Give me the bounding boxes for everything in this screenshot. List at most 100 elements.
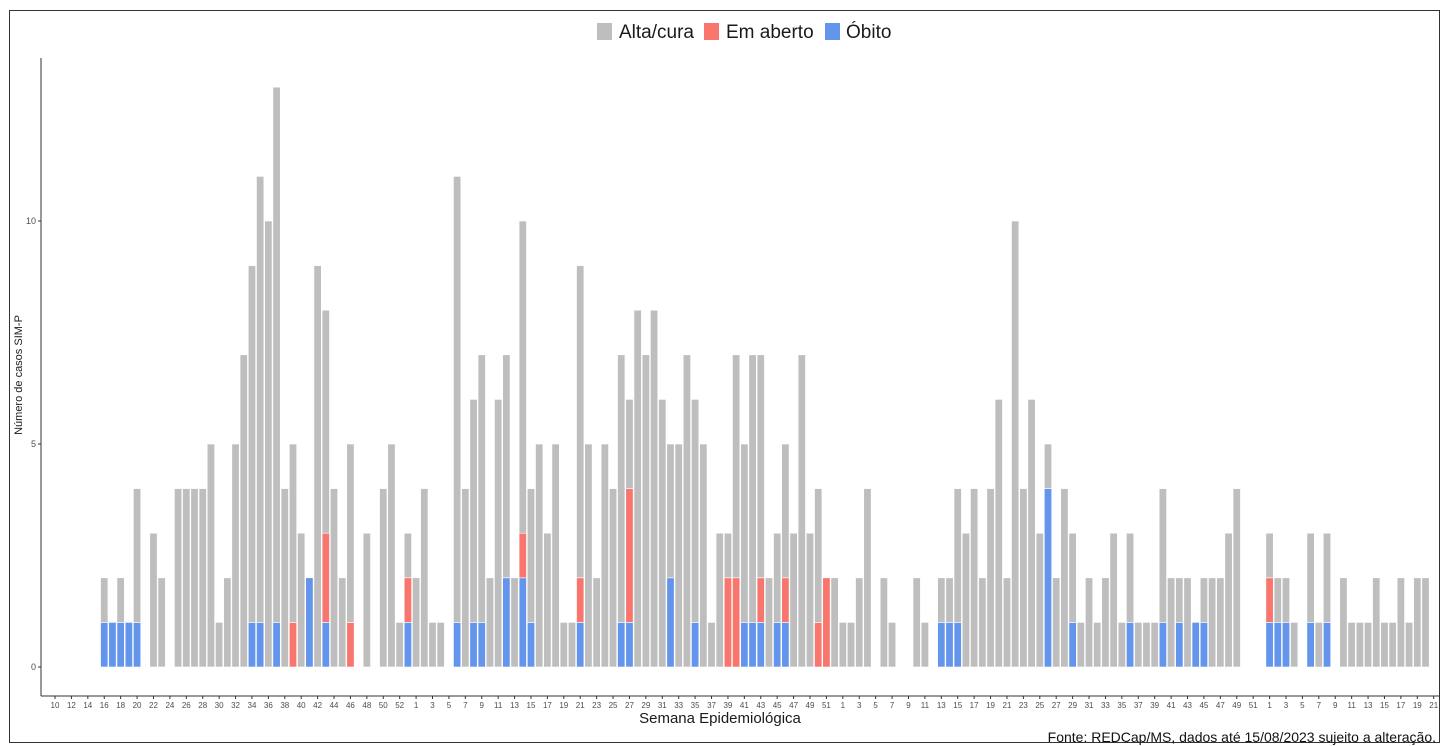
bar-obito-109 (945, 622, 954, 668)
bar-alta-87 (764, 577, 773, 668)
bar-alta-165 (1405, 622, 1414, 668)
x-tick-label: 19 (559, 701, 568, 710)
bar-alta-101 (879, 577, 888, 668)
bar-alta-163 (1388, 622, 1397, 668)
bar-alta-144 (1232, 488, 1241, 668)
bar-alta-128 (1101, 577, 1110, 668)
bar-alta-154 (1314, 622, 1323, 668)
bar-alta-30 (297, 532, 306, 668)
bar-obito-51 (469, 622, 478, 668)
bar-obito-58 (526, 622, 535, 668)
bar-obito-110 (953, 622, 962, 668)
bar-aberto-36 (346, 622, 355, 668)
bar-obito-9 (124, 622, 133, 668)
bar-alta-99 (863, 488, 872, 668)
bar-alta-40 (379, 488, 388, 668)
x-tick-label: 37 (707, 701, 716, 710)
bar-alta-82 (723, 532, 732, 579)
axes-layer: 0 5 10 10 12 14 16 18 20 22 24 26 28 30 32 34 36 38 40 42 44… (26, 58, 1439, 710)
bar-alta-25 (256, 176, 265, 623)
bar-alta-141 (1208, 577, 1217, 668)
x-tick-label: 37 (1134, 701, 1143, 710)
bar-obito-70 (625, 622, 634, 668)
bar-obito-10 (133, 622, 142, 668)
bar-aberto-57 (518, 532, 527, 579)
bar-alta-6 (100, 577, 109, 623)
x-tick-label: 47 (789, 701, 798, 710)
x-tick-label: 31 (1085, 701, 1094, 710)
x-tick-label: 44 (330, 701, 339, 710)
bar-alta-51 (469, 399, 478, 623)
bar-alta-108 (937, 577, 946, 623)
bar-obito-108 (937, 622, 946, 668)
bar-alta-20 (215, 622, 224, 668)
x-tick-label: 43 (1183, 701, 1192, 710)
bar-alta-137 (1175, 577, 1184, 623)
bar-aberto-86 (756, 577, 765, 623)
bar-alta-134 (1150, 622, 1159, 668)
bar-obito-75 (666, 577, 675, 668)
bar-obito-49 (453, 622, 462, 668)
bar-alta-43 (403, 532, 412, 579)
x-tick-label: 5 (873, 701, 878, 710)
x-tick-label: 15 (527, 701, 536, 710)
bar-alta-142 (1216, 577, 1225, 668)
bar-alta-96 (838, 622, 847, 668)
x-tick-label: 5 (447, 701, 452, 710)
x-tick-label: 7 (890, 701, 895, 710)
x-tick-label: 50 (379, 701, 388, 710)
bar-alta-56 (510, 577, 519, 668)
bar-alta-166 (1413, 577, 1422, 668)
bar-alta-72 (641, 354, 650, 668)
bar-alta-52 (477, 354, 486, 623)
bar-aberto-89 (781, 577, 790, 623)
x-tick-label: 20 (133, 701, 142, 710)
bar-alta-35 (338, 577, 347, 668)
bar-alta-38 (362, 532, 371, 668)
bar-alta-77 (682, 354, 691, 668)
bar-obito-121 (1044, 488, 1052, 668)
bar-alta-53 (485, 577, 494, 668)
bar-alta-36 (346, 443, 355, 623)
bar-alta-60 (543, 532, 552, 668)
bar-alta-44 (412, 577, 421, 668)
bar-alta-29 (288, 443, 297, 623)
bar-obito-24 (247, 622, 256, 668)
x-tick-label: 38 (280, 701, 289, 710)
bar-alta-55 (502, 354, 511, 579)
bar-alta-73 (650, 309, 659, 668)
bar-alta-67 (600, 443, 609, 668)
bar-alta-23 (239, 354, 248, 668)
bar-alta-59 (535, 443, 544, 668)
bar-alta-8 (116, 577, 125, 623)
bar-alta-158 (1347, 622, 1356, 668)
x-tick-label: 21 (1429, 701, 1438, 710)
bar-alta-150 (1282, 577, 1290, 623)
x-tick-label: 43 (756, 701, 765, 710)
x-tick-label: 49 (806, 701, 815, 710)
bar-obito-78 (691, 622, 700, 668)
x-tick-label: 11 (494, 701, 503, 710)
x-tick-label: 7 (1317, 701, 1322, 710)
x-tick-label: 45 (1199, 701, 1208, 710)
bar-alta-61 (551, 443, 560, 668)
x-tick-label: 3 (430, 701, 435, 710)
x-tick-label: 13 (510, 701, 519, 710)
bar-obito-139 (1191, 622, 1200, 668)
x-tick-label: 51 (822, 701, 831, 710)
bar-alta-47 (436, 622, 445, 668)
chart-frame (9, 10, 1440, 743)
bar-obito-153 (1306, 622, 1315, 668)
x-tick-label: 42 (313, 701, 322, 710)
x-tick-label: 9 (1333, 701, 1338, 710)
x-tick-label: 24 (165, 701, 174, 710)
bar-alta-66 (592, 577, 601, 668)
x-tick-label: 33 (1101, 701, 1110, 710)
x-tick-label: 17 (970, 701, 979, 710)
bar-aberto-93 (814, 622, 823, 668)
x-tick-label: 32 (231, 701, 240, 710)
x-tick-label: 36 (264, 701, 273, 710)
x-tick-label: 3 (1284, 701, 1289, 710)
x-tick-label: 22 (149, 701, 158, 710)
